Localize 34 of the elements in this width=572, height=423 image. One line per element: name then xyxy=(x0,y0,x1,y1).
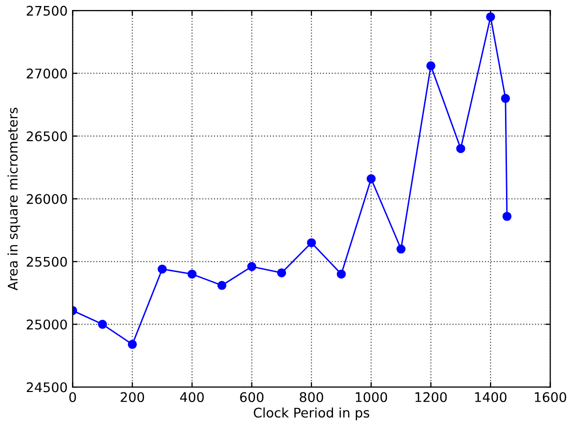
y-tick-label: 25000 xyxy=(26,320,67,330)
point xyxy=(502,212,512,221)
point xyxy=(456,144,466,154)
y-tick-label: 24500 xyxy=(26,382,67,392)
y-axis-title: Area in square micrometers xyxy=(7,108,20,290)
x-tick-label: 1000 xyxy=(356,392,388,402)
point xyxy=(500,94,510,103)
point xyxy=(306,238,316,248)
y-tick-label: 25500 xyxy=(26,256,67,267)
x-tick-label: 0 xyxy=(69,392,76,402)
y-tick-label: 27000 xyxy=(26,68,67,79)
point xyxy=(158,264,167,274)
point xyxy=(217,280,226,290)
point xyxy=(188,270,197,279)
y-tick-label: 27500 xyxy=(26,6,67,16)
point xyxy=(128,340,137,349)
point xyxy=(98,320,108,329)
x-tick-label: 600 xyxy=(240,392,264,402)
point xyxy=(396,244,406,254)
point xyxy=(247,262,256,272)
point xyxy=(426,61,436,70)
y-tick-label: 26500 xyxy=(26,131,67,142)
x-tick-label: 1200 xyxy=(416,392,447,402)
point xyxy=(366,174,376,184)
x-axis-title: Clock Period in ps xyxy=(254,407,370,420)
y-tick-label: 26000 xyxy=(26,194,67,204)
x-tick-label: 1600 xyxy=(534,392,566,402)
point xyxy=(336,270,346,279)
x-tick-label: 400 xyxy=(180,392,204,402)
x-tick-label: 800 xyxy=(300,392,324,402)
x-tick-label: 1400 xyxy=(475,392,506,402)
x-tick-label: 200 xyxy=(120,392,144,402)
point xyxy=(486,12,496,22)
point xyxy=(277,268,286,278)
